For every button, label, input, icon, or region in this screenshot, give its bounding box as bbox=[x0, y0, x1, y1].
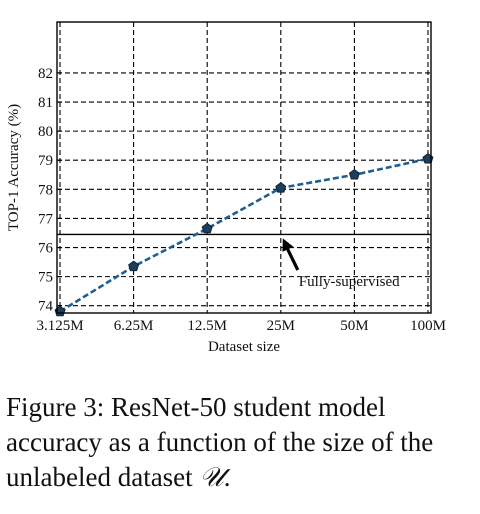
y-tick-label: 74 bbox=[38, 299, 54, 315]
caption-text: Figure 3: ResNet-50 student model accura… bbox=[6, 392, 434, 492]
data-point bbox=[201, 222, 213, 234]
y-tick-label: 80 bbox=[38, 124, 53, 140]
x-axis-label: Dataset size bbox=[208, 339, 280, 355]
annotation-arrow-head bbox=[282, 238, 294, 252]
x-tick-label: 12.5M bbox=[187, 318, 227, 334]
y-tick-label: 75 bbox=[38, 270, 53, 286]
caption-suffix: . bbox=[223, 462, 231, 492]
y-tick-label: 82 bbox=[38, 66, 53, 82]
x-tick-label: 50M bbox=[340, 318, 368, 334]
plot-frame bbox=[56, 21, 432, 314]
y-tick-label: 78 bbox=[38, 182, 53, 198]
x-tick-label: 3.125M bbox=[36, 318, 83, 334]
figure-caption: Figure 3: ResNet-50 student model accura… bbox=[6, 390, 468, 495]
data-point bbox=[128, 260, 140, 272]
x-tick-label: 25M bbox=[267, 318, 295, 334]
y-tick-label: 79 bbox=[38, 153, 53, 169]
y-tick-label: 81 bbox=[38, 95, 53, 111]
caption-symbol: 𝒰 bbox=[199, 462, 224, 493]
annotation-arrow bbox=[285, 246, 300, 271]
annotation-label: Fully-supervised bbox=[299, 274, 400, 290]
tick-labels: 74 75 76 77 78 79 80 81 82 3.125M 6.25M 12.5M 25M 50M… bbox=[36, 66, 445, 334]
data-point bbox=[348, 168, 360, 180]
series-line bbox=[59, 157, 429, 313]
accuracy-chart: 74 75 76 77 78 79 80 81 82 3.125M 6.25M 12.5M 25M 50M… bbox=[6, 21, 446, 355]
y-tick-label: 77 bbox=[38, 211, 54, 227]
x-tick-label: 100M bbox=[410, 318, 446, 334]
grid bbox=[57, 22, 431, 313]
x-tick-label: 6.25M bbox=[114, 318, 154, 334]
y-tick-label: 76 bbox=[38, 241, 54, 257]
data-point bbox=[275, 182, 287, 193]
y-axis-label: TOP-1 Accuracy (%) bbox=[6, 104, 22, 231]
